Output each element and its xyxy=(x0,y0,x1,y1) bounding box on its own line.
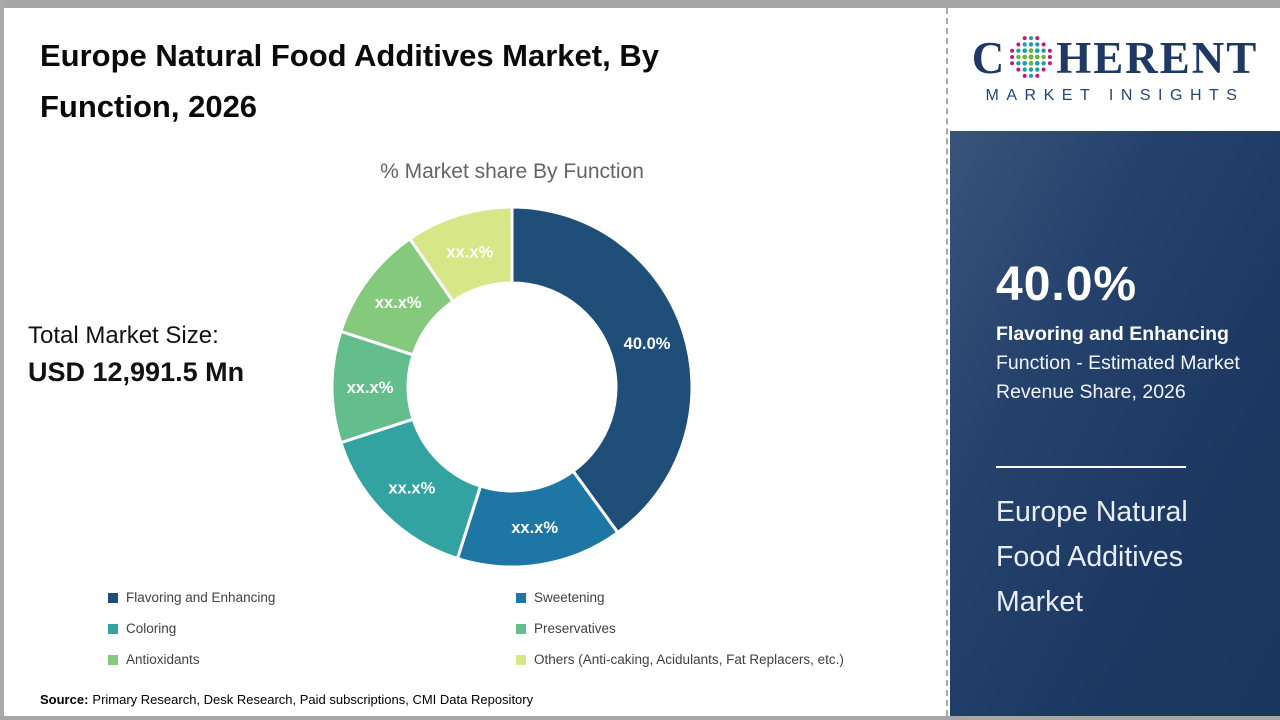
legend-swatch xyxy=(108,592,118,603)
source-prefix: Source: xyxy=(40,692,89,707)
legend-item: Flavoring and Enhancing xyxy=(108,590,516,605)
legend-swatch xyxy=(516,623,526,634)
donut-segment-label-4: xx.x% xyxy=(375,294,422,312)
chart-legend: Flavoring and Enhancing Coloring Antioxida… xyxy=(108,582,976,675)
sidebar-stat-description: Function - Estimated Market Revenue Shar… xyxy=(996,352,1240,403)
legend-swatch xyxy=(516,654,526,665)
logo-letters-rest: HERENT xyxy=(1056,33,1259,83)
donut-segment-label-3: xx.x% xyxy=(347,379,394,397)
donut-chart: 40.0% xx.x% xx.x% xx.x% xx.x% xx.x% xyxy=(330,205,694,569)
source-text: Primary Research, Desk Research, Paid su… xyxy=(92,692,534,707)
vertical-dashed-divider xyxy=(946,8,948,716)
frame-border-left xyxy=(0,0,4,720)
donut-segment-5 xyxy=(408,205,514,303)
legend-label: Preservatives xyxy=(534,621,616,636)
legend-item: Preservatives xyxy=(516,621,976,636)
legend-label: Sweetening xyxy=(534,590,605,605)
logo-tagline: MARKET INSIGHTS xyxy=(985,86,1245,104)
frame-border-bottom xyxy=(0,716,1280,720)
sidebar-stat-value: 40.0% xyxy=(996,258,1138,311)
sidebar-divider xyxy=(996,466,1186,468)
company-logo: C HERENT MARKET INSIGHTS xyxy=(950,8,1280,130)
source-line: Source: Primary Research, Desk Research, … xyxy=(40,692,533,707)
legend-swatch xyxy=(108,623,118,634)
logo-letter-c: C xyxy=(971,33,1007,83)
frame-border-top xyxy=(0,0,1280,8)
donut-segment-label-2: xx.x% xyxy=(389,480,436,498)
legend-swatch xyxy=(516,592,526,603)
legend-item: Coloring xyxy=(108,621,516,636)
donut-segment-label-5: xx.x% xyxy=(446,243,493,261)
legend-item: Antioxidants xyxy=(108,652,516,667)
logo-wordmark: C HERENT xyxy=(972,34,1259,84)
legend-item: Sweetening xyxy=(516,590,976,605)
total-market-block: Total Market Size: USD 12,991.5 Mn xyxy=(28,322,244,388)
right-sidebar: 40.0% Flavoring and Enhancing Function -… xyxy=(950,131,1280,716)
page-title-line1: Europe Natural Food Additives Market, By xyxy=(40,38,659,73)
legend-item: Others (Anti-caking, Acidulants, Fat Rep… xyxy=(516,652,976,667)
legend-label: Flavoring and Enhancing xyxy=(126,590,276,605)
donut-segment-label-0: 40.0% xyxy=(624,335,671,353)
logo-globe-icon xyxy=(1010,35,1053,78)
legend-swatch xyxy=(108,654,118,665)
sidebar-stat-segment-name: Flavoring and Enhancing xyxy=(996,323,1229,345)
total-market-value: USD 12,991.5 Mn xyxy=(28,357,245,387)
page-title-line2: Function, 2026 xyxy=(40,89,258,124)
chart-title: % Market share By Function xyxy=(380,160,644,183)
page-title: Europe Natural Food Additives Market, By… xyxy=(40,30,800,132)
legend-label: Coloring xyxy=(126,621,177,636)
total-market-label: Total Market Size: xyxy=(28,322,219,349)
legend-label: Others (Anti-caking, Acidulants, Fat Rep… xyxy=(534,652,844,667)
legend-label: Antioxidants xyxy=(126,652,200,667)
donut-segment-label-1: xx.x% xyxy=(511,519,558,537)
donut-segment-0 xyxy=(510,205,694,535)
sidebar-market-name: Europe Natural Food Additives Market xyxy=(996,496,1188,618)
